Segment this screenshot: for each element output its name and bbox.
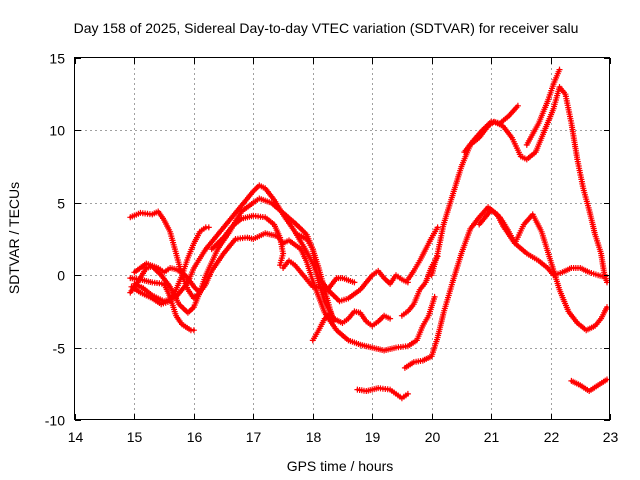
- y-tick-label: -10: [45, 413, 65, 429]
- y-tick-label: 0: [57, 268, 65, 284]
- y-tick-label: 15: [49, 51, 65, 67]
- series-track-11: [354, 385, 411, 402]
- data-point: [387, 315, 394, 322]
- chart-title: Day 158 of 2025, Sidereal Day-to-day VTE…: [74, 20, 579, 36]
- data-point: [556, 66, 563, 73]
- y-tick-label: 10: [49, 123, 65, 139]
- x-tick-label: 18: [306, 429, 322, 445]
- x-axis-label: GPS time / hours: [287, 458, 394, 474]
- data-point: [351, 279, 358, 286]
- data-point: [330, 318, 337, 325]
- data-point: [514, 102, 521, 109]
- y-axis-label: SDTVAR / TECUs: [6, 182, 22, 294]
- series-track-17: [523, 66, 563, 148]
- grid: [75, 58, 610, 420]
- x-tick-label: 16: [187, 429, 203, 445]
- data-point: [277, 262, 284, 269]
- data-point: [434, 224, 441, 231]
- plot-frame: [74, 57, 610, 420]
- axis-ticks: 14 15 16 17 18 19 20 21 22 23 -10 -5 0 5 10 15: [45, 51, 619, 446]
- x-tick-label: 22: [544, 429, 560, 445]
- y-tick-label: 5: [57, 196, 65, 212]
- series-track-13: [404, 224, 441, 283]
- series-track-8: [280, 257, 358, 293]
- x-tick-label: 17: [246, 429, 262, 445]
- series-layer: [127, 66, 610, 402]
- x-tick-label: 20: [425, 429, 441, 445]
- y-tick-label: -5: [53, 341, 66, 357]
- series-track-2: [127, 275, 197, 334]
- data-point: [205, 224, 212, 231]
- series-track-7: [208, 212, 287, 269]
- data-point: [404, 390, 411, 397]
- data-point: [431, 293, 438, 300]
- x-tick-label: 15: [127, 429, 143, 445]
- x-tick-label: 23: [603, 429, 619, 445]
- series-track-16: [461, 102, 521, 156]
- series-track-10: [309, 309, 334, 344]
- series-track-15: [428, 84, 610, 286]
- series-track-19: [568, 376, 610, 394]
- x-tick-label: 19: [365, 429, 381, 445]
- x-tick-label: 21: [484, 429, 500, 445]
- data-point: [190, 327, 197, 334]
- series-track-18: [476, 207, 610, 334]
- data-point: [327, 309, 334, 316]
- x-tick-label: 14: [68, 429, 84, 445]
